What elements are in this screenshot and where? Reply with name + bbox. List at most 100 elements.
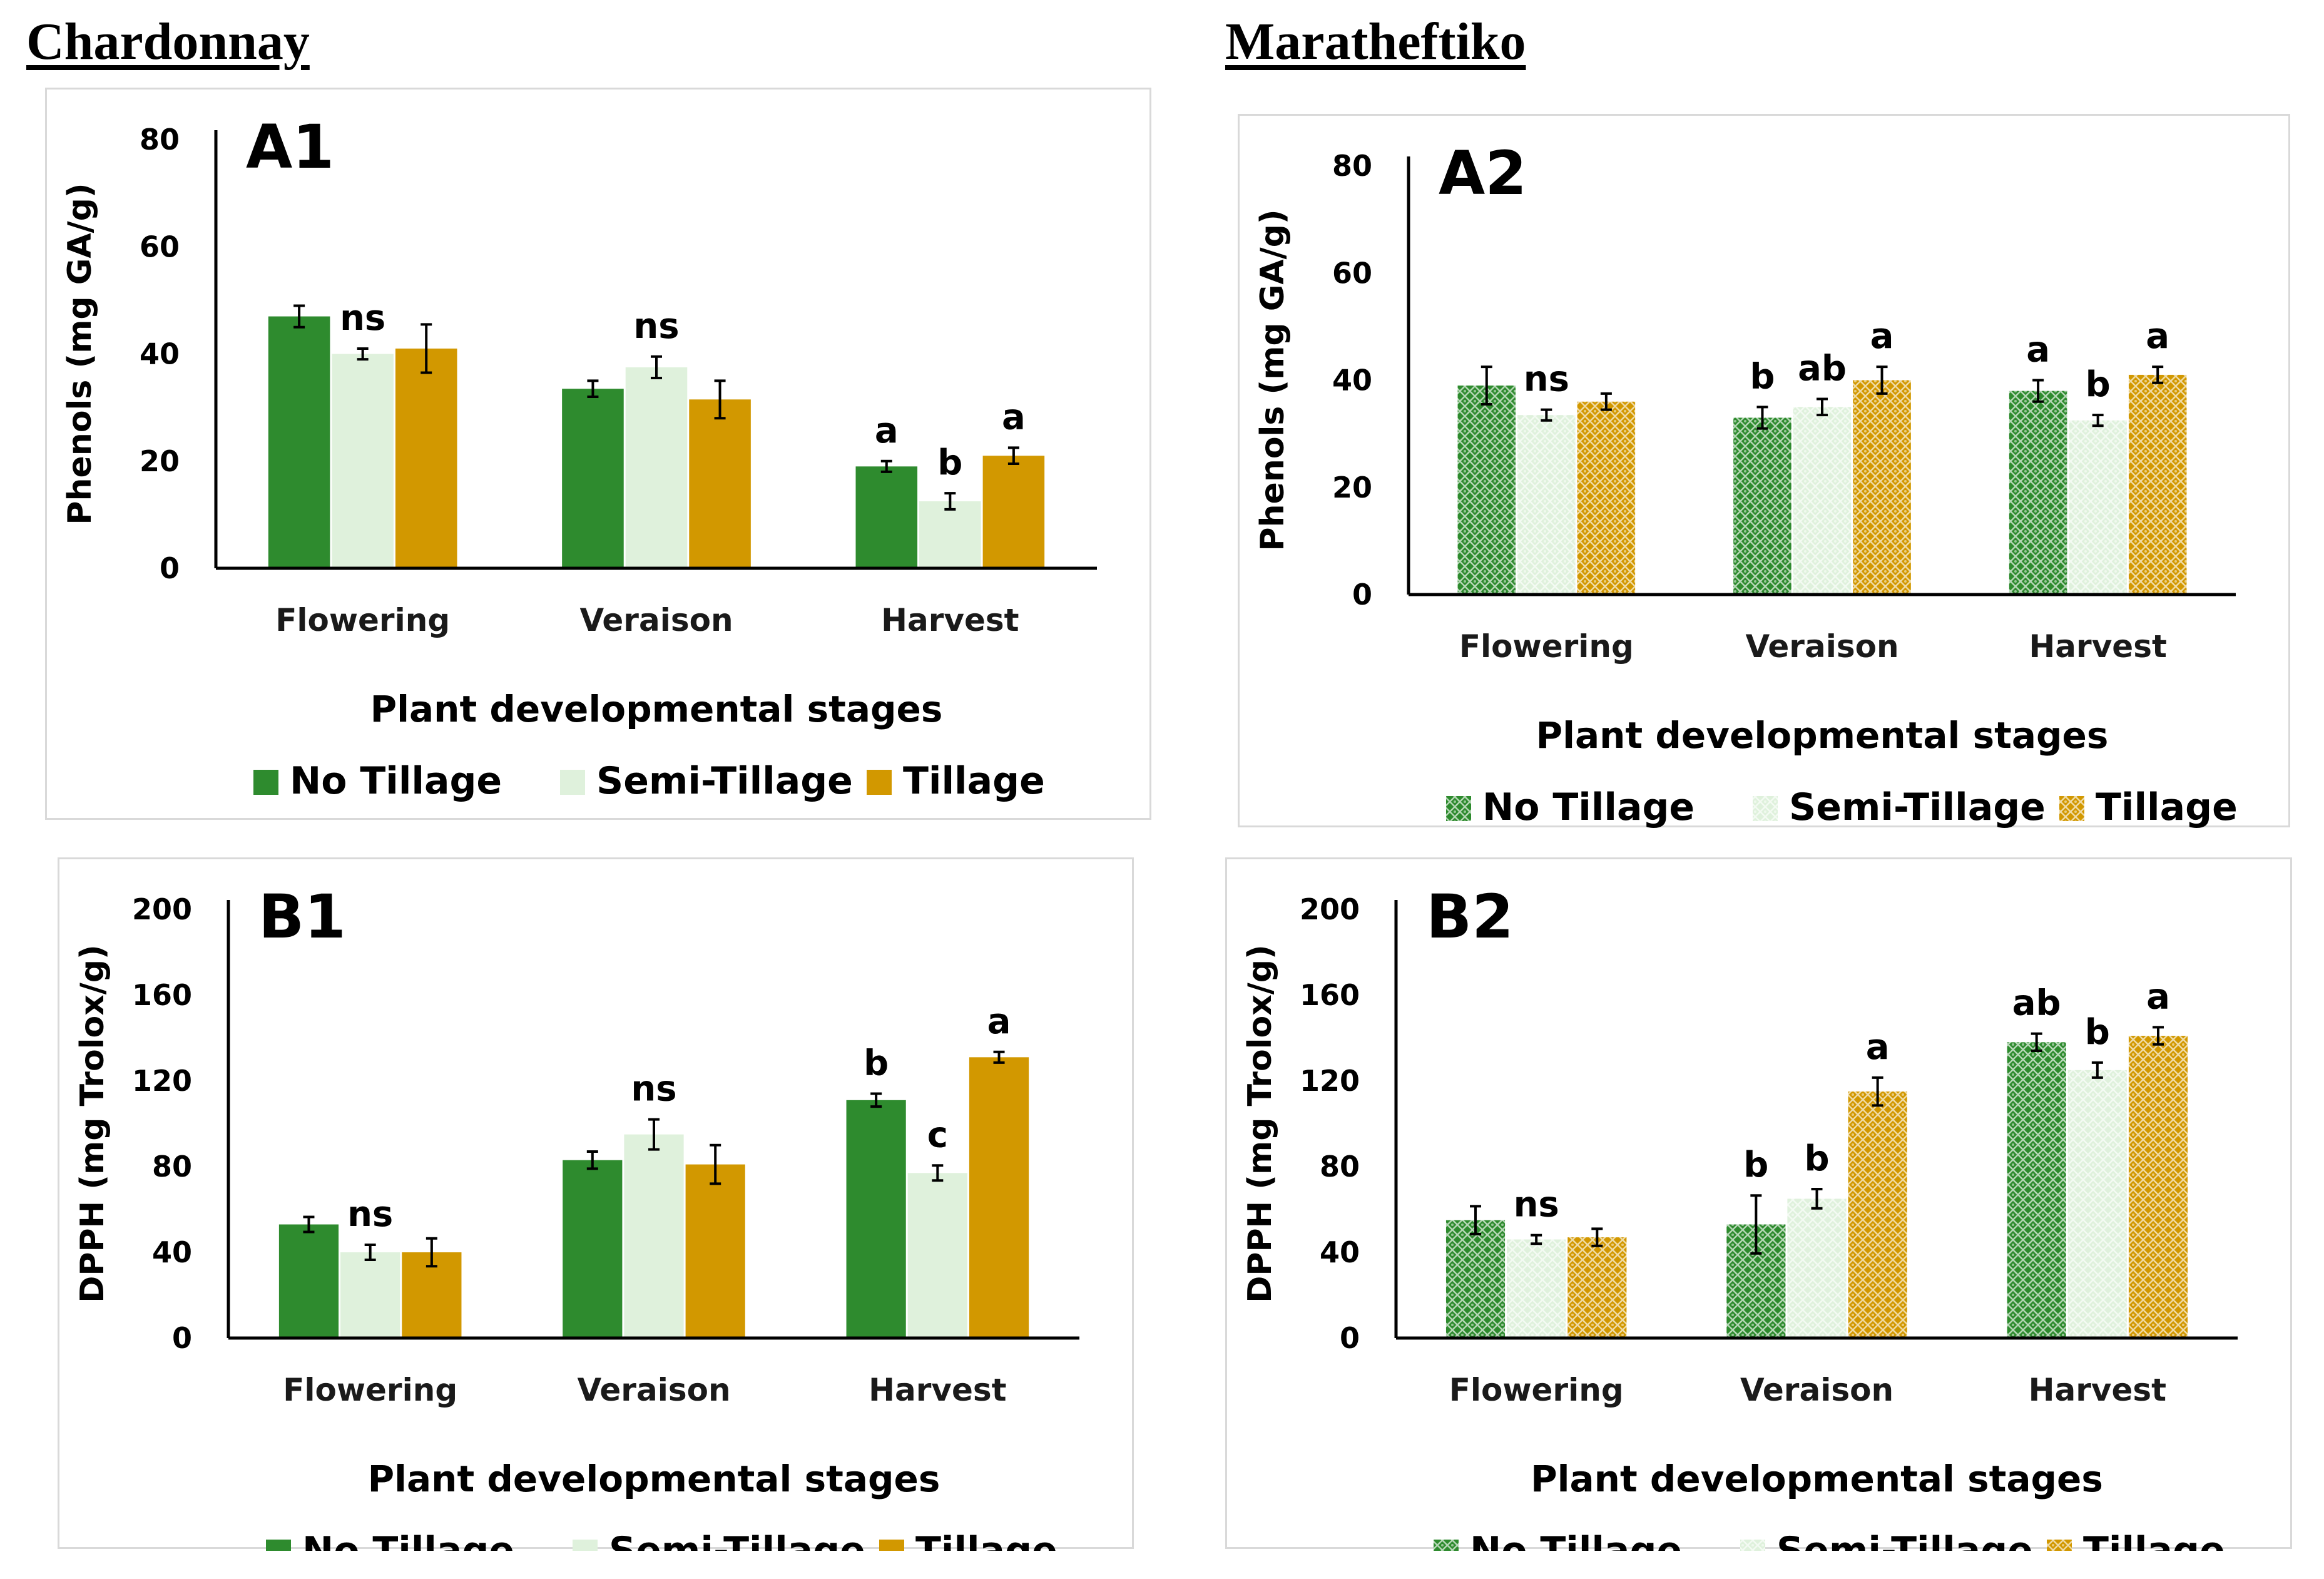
bar-semi-tillage-veraison bbox=[1793, 407, 1852, 595]
error-bar bbox=[2091, 1061, 2103, 1079]
panel-label: A2 bbox=[1439, 138, 1527, 208]
bar-semi-tillage-veraison bbox=[625, 367, 688, 568]
x-tick-label: Harvest bbox=[869, 1372, 1006, 1408]
significance-label: ns bbox=[1524, 359, 1569, 400]
bar-no-tillage-veraison bbox=[562, 389, 624, 568]
bar-no-tillage-flowering bbox=[278, 1224, 339, 1338]
y-tick-label: 160 bbox=[1300, 978, 1360, 1012]
error-bar bbox=[1481, 365, 1492, 406]
y-tick-label: 160 bbox=[132, 978, 192, 1012]
y-tick-label: 40 bbox=[140, 337, 180, 371]
significance-label: b bbox=[937, 442, 962, 483]
y-tick-label: 120 bbox=[132, 1064, 192, 1098]
x-tick-label: Flowering bbox=[275, 602, 450, 638]
legend-swatch-semi-tillage bbox=[1740, 1540, 1765, 1551]
error-bar bbox=[586, 1150, 598, 1170]
bar-tillage-harvest bbox=[2128, 374, 2187, 595]
legend-label-semi-tillage: Semi-Tillage bbox=[609, 1529, 865, 1551]
bar-no-tillage-flowering bbox=[1457, 386, 1516, 595]
legend-swatch-tillage bbox=[879, 1540, 904, 1551]
error-bar bbox=[710, 1143, 721, 1185]
error-bar bbox=[714, 379, 726, 420]
significance-label: b bbox=[2085, 1012, 2110, 1053]
significance-label: ab bbox=[2012, 983, 2061, 1024]
legend-label-no-tillage: No Tillage bbox=[1482, 785, 1695, 829]
y-tick-label: 80 bbox=[140, 123, 180, 156]
error-bar bbox=[1591, 1227, 1603, 1247]
x-tick-label: Harvest bbox=[881, 602, 1019, 638]
panel-b2: B2 0 40 80 120 160 200 DPPH (mg Trolox/g) Flower… bbox=[1225, 857, 2292, 1551]
error-bar bbox=[1470, 1205, 1482, 1235]
legend-label-semi-tillage: Semi-Tillage bbox=[596, 759, 853, 803]
x-tick-label: Veraison bbox=[1740, 1372, 1893, 1408]
legend-label-tillage: Tillage bbox=[915, 1529, 1058, 1551]
bar-tillage-veraison bbox=[1848, 1091, 1907, 1338]
y-axis-title: Phenols (mg GA/g) bbox=[1254, 209, 1292, 551]
significance-label: ab bbox=[1798, 348, 1847, 389]
y-tick-label: 120 bbox=[1300, 1064, 1360, 1098]
y-tick-label: 0 bbox=[160, 551, 180, 585]
y-axis-title: DPPH (mg Trolox/g) bbox=[1241, 944, 1279, 1302]
bar-semi-tillage-flowering bbox=[340, 1252, 400, 1338]
error-bar bbox=[1600, 392, 1612, 411]
bar-semi-tillage-veraison bbox=[1787, 1198, 1847, 1338]
x-tick-label: Veraison bbox=[1745, 628, 1898, 665]
legend: No Tillage Semi-Tillage Tillage bbox=[266, 1529, 1058, 1551]
panel-a2: A2 0 20 40 60 80 Phenols (mg GA/g) Flowering Ver… bbox=[1238, 114, 2290, 829]
chart-b1: B1 0 40 80 120 160 200 DPPH (mg Trolox/g) Flower… bbox=[74, 882, 1079, 1551]
x-tick-label: Veraison bbox=[579, 602, 733, 638]
significance-label: b bbox=[1743, 1145, 1768, 1185]
significance-label: a bbox=[875, 411, 899, 451]
legend-label-semi-tillage: Semi-Tillage bbox=[1776, 1529, 2033, 1551]
significance-label: a bbox=[2146, 976, 2170, 1017]
error-bar bbox=[2032, 379, 2044, 403]
significance-label: a bbox=[1866, 1027, 1890, 1068]
error-bar bbox=[648, 1118, 660, 1151]
error-bar bbox=[1756, 406, 1768, 430]
legend-label-no-tillage: No Tillage bbox=[290, 759, 502, 803]
bar-semi-tillage-flowering bbox=[1507, 1239, 1566, 1338]
bar-no-tillage-veraison bbox=[563, 1160, 623, 1338]
error-bar bbox=[944, 492, 956, 511]
significance-label: a bbox=[987, 1001, 1011, 1042]
bar-semi-tillage-flowering bbox=[332, 354, 394, 568]
y-tick-label: 60 bbox=[1332, 256, 1372, 290]
legend: No Tillage Semi-Tillage Tillage bbox=[1446, 785, 2238, 829]
y-tick-label: 0 bbox=[1340, 1321, 1360, 1355]
error-bar bbox=[2152, 365, 2164, 384]
error-bar bbox=[426, 1237, 437, 1268]
y-tick-label: 0 bbox=[1352, 578, 1372, 611]
bar-tillage-veraison bbox=[689, 399, 751, 568]
bar-tillage-flowering bbox=[1567, 1237, 1627, 1338]
significance-label: ns bbox=[1514, 1185, 1559, 1225]
heading-chardonnay: Chardonnay bbox=[26, 13, 310, 71]
x-tick-label: Flowering bbox=[1459, 628, 1634, 665]
legend-swatch-semi-tillage bbox=[560, 770, 585, 795]
significance-label: a bbox=[1002, 397, 1026, 437]
bar-no-tillage-flowering bbox=[268, 316, 330, 568]
x-axis-title: Plant developmental stages bbox=[1531, 1458, 2103, 1500]
y-tick-label: 200 bbox=[1300, 892, 1360, 926]
bar-tillage-harvest bbox=[2128, 1036, 2188, 1338]
legend-swatch-no-tillage bbox=[253, 770, 278, 795]
panel-label: B1 bbox=[258, 882, 346, 952]
legend-label-semi-tillage: Semi-Tillage bbox=[1789, 785, 2046, 829]
bar-tillage-flowering bbox=[395, 348, 457, 568]
error-bar bbox=[932, 1164, 944, 1182]
legend-label-tillage: Tillage bbox=[2083, 1529, 2225, 1551]
significance-label: b bbox=[864, 1043, 889, 1084]
x-tick-label: Flowering bbox=[283, 1372, 457, 1408]
error-bar bbox=[651, 355, 662, 380]
y-tick-label: 20 bbox=[140, 444, 180, 478]
panel-label: B2 bbox=[1426, 882, 1514, 952]
legend-label-tillage: Tillage bbox=[2096, 785, 2238, 829]
error-bar bbox=[1531, 1234, 1542, 1245]
error-bar bbox=[587, 379, 599, 398]
error-bar bbox=[880, 459, 892, 473]
error-bar bbox=[870, 1092, 882, 1108]
chart-b2: B2 0 40 80 120 160 200 DPPH (mg Trolox/g) Flower… bbox=[1241, 882, 2238, 1551]
legend: No Tillage Semi-Tillage Tillage bbox=[1434, 1529, 2225, 1551]
x-tick-label: Harvest bbox=[2029, 1372, 2166, 1408]
y-tick-label: 80 bbox=[1332, 149, 1372, 183]
legend-swatch-semi-tillage bbox=[573, 1540, 598, 1551]
